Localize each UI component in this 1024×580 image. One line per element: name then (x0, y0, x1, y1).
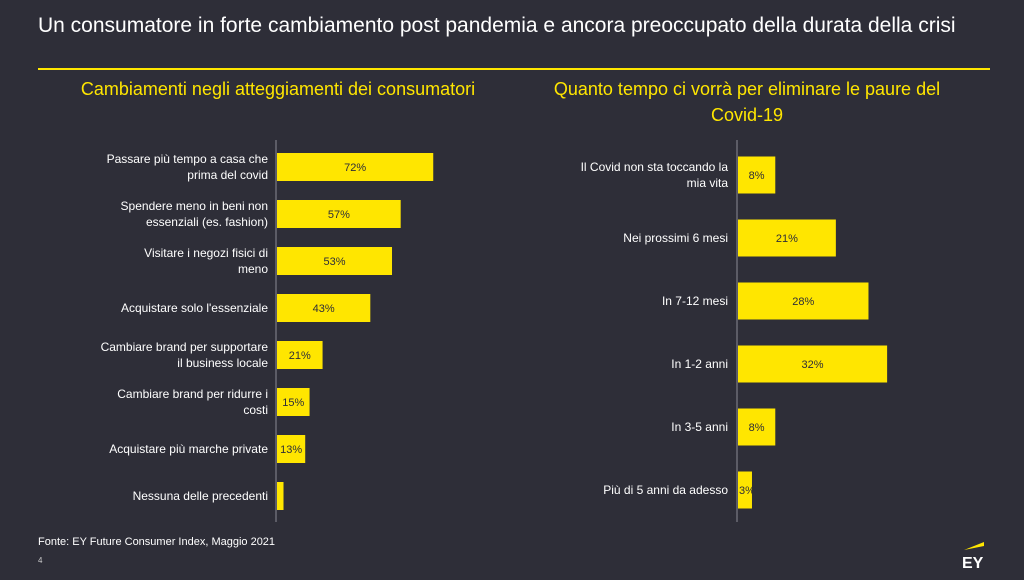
category-label: Visitare i negozi fisici di (144, 246, 268, 260)
bar (738, 408, 776, 446)
category-label: In 1-2 anni (671, 357, 728, 371)
data-label: 3% (739, 485, 755, 497)
bar (277, 247, 393, 275)
bar (277, 341, 323, 369)
bar (277, 200, 401, 228)
category-label: prima del covid (187, 168, 268, 182)
bar (738, 219, 836, 257)
category-label: Il Covid non sta toccando la (581, 160, 729, 174)
category-label: mia vita (687, 176, 729, 190)
category-label: costi (243, 403, 268, 417)
category-label: Cambiare brand per ridurre i (117, 387, 268, 401)
bar (738, 282, 869, 320)
category-label: Nei prossimi 6 mesi (623, 231, 728, 245)
bar (277, 294, 371, 322)
category-label: Acquistare solo l'essenziale (121, 301, 268, 315)
data-label: 15% (282, 397, 304, 409)
category-label: Spendere meno in beni non (121, 199, 268, 213)
bar (277, 153, 434, 181)
bar (277, 482, 284, 510)
ey-logo: EY (958, 538, 988, 570)
data-label: 28% (792, 296, 814, 308)
data-label: 13% (280, 444, 302, 456)
category-label: Acquistare più marche private (109, 442, 268, 456)
bar (738, 156, 776, 194)
data-label: 8% (749, 170, 765, 182)
category-label: il business locale (177, 356, 268, 370)
category-label: meno (238, 262, 268, 276)
data-label: 32% (802, 359, 824, 371)
data-label: 21% (289, 350, 311, 362)
data-label: 43% (313, 303, 335, 315)
chart-title-right: Quanto tempo ci vorrà per eliminare le p… (553, 79, 941, 125)
bar (738, 345, 888, 383)
category-label: Nessuna delle precedenti (133, 489, 268, 503)
data-label: 21% (776, 233, 798, 245)
data-label: 57% (328, 209, 350, 221)
svg-text:EY: EY (962, 555, 984, 570)
bar (738, 471, 752, 509)
page-number: 4 (38, 556, 43, 565)
category-label: essenziali (es. fashion) (146, 215, 268, 229)
category-label: Passare più tempo a casa che (107, 152, 269, 166)
chart-title-left: Cambiamenti negli atteggiamenti dei cons… (80, 79, 476, 99)
title-divider (38, 68, 990, 70)
bar (277, 388, 310, 416)
bar (277, 435, 306, 463)
data-label: 53% (323, 256, 345, 268)
category-label: Più di 5 anni da adesso (603, 483, 728, 497)
data-label: 72% (344, 162, 366, 174)
source-note: Fonte: EY Future Consumer Index, Maggio … (38, 536, 276, 548)
category-label: In 7-12 mesi (662, 294, 728, 308)
category-label: Cambiare brand per supportare (101, 340, 269, 354)
data-label: 8% (749, 422, 765, 434)
page-title: Un consumatore in forte cambiamento post… (38, 14, 956, 37)
category-label: In 3-5 anni (671, 420, 728, 434)
